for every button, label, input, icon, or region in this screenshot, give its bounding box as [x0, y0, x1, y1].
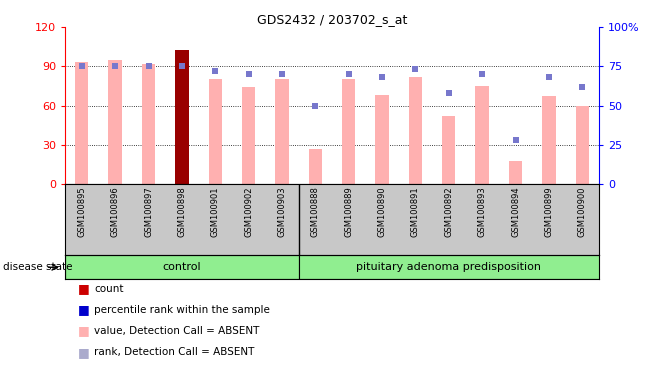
Text: rank, Detection Call = ABSENT: rank, Detection Call = ABSENT: [94, 347, 255, 357]
Bar: [299, 255, 616, 279]
Text: ■: ■: [78, 282, 90, 295]
Text: GSM100903: GSM100903: [277, 187, 286, 237]
Text: control: control: [163, 262, 201, 272]
Bar: [409, 77, 422, 184]
Text: ■: ■: [78, 303, 90, 316]
Bar: [242, 87, 255, 184]
Text: GSM100899: GSM100899: [544, 187, 553, 237]
Bar: [575, 106, 589, 184]
Bar: [109, 60, 122, 184]
Text: GSM100898: GSM100898: [177, 187, 186, 237]
Bar: [442, 116, 456, 184]
Text: pituitary adenoma predisposition: pituitary adenoma predisposition: [356, 262, 541, 272]
Text: ■: ■: [78, 324, 90, 338]
Bar: [275, 79, 288, 184]
Text: GSM100901: GSM100901: [211, 187, 220, 237]
Text: GSM100895: GSM100895: [77, 187, 87, 237]
Text: GSM100897: GSM100897: [144, 187, 153, 237]
Text: GSM100888: GSM100888: [311, 187, 320, 237]
Bar: [175, 50, 189, 184]
Text: GSM100896: GSM100896: [111, 187, 120, 237]
Text: disease state: disease state: [3, 262, 73, 272]
Text: GSM100900: GSM100900: [577, 187, 587, 237]
Bar: [75, 62, 89, 184]
Text: GSM100894: GSM100894: [511, 187, 520, 237]
Bar: [542, 96, 555, 184]
Text: count: count: [94, 284, 124, 294]
Text: GSM100902: GSM100902: [244, 187, 253, 237]
Text: GSM100890: GSM100890: [378, 187, 387, 237]
Text: GSM100891: GSM100891: [411, 187, 420, 237]
Text: GSM100893: GSM100893: [478, 187, 487, 237]
Title: GDS2432 / 203702_s_at: GDS2432 / 203702_s_at: [257, 13, 407, 26]
Bar: [142, 64, 155, 184]
Bar: [309, 149, 322, 184]
Text: GSM100892: GSM100892: [444, 187, 453, 237]
Bar: [208, 79, 222, 184]
Bar: [475, 86, 489, 184]
Text: ■: ■: [78, 346, 90, 359]
Bar: [376, 95, 389, 184]
Bar: [342, 79, 355, 184]
Bar: [65, 255, 299, 279]
Text: value, Detection Call = ABSENT: value, Detection Call = ABSENT: [94, 326, 260, 336]
Text: GSM100889: GSM100889: [344, 187, 353, 237]
Text: percentile rank within the sample: percentile rank within the sample: [94, 305, 270, 315]
Bar: [509, 161, 522, 184]
